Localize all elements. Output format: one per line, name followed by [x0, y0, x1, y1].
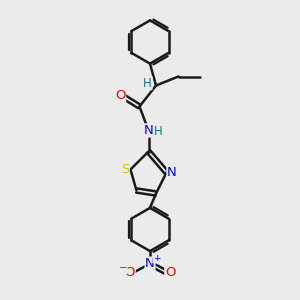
Text: O: O	[125, 266, 135, 279]
Text: H: H	[154, 125, 163, 139]
Text: O: O	[115, 89, 126, 102]
Text: +: +	[153, 254, 160, 263]
Text: N: N	[167, 166, 177, 179]
Text: S: S	[121, 163, 129, 176]
Text: H: H	[143, 76, 152, 90]
Text: O: O	[165, 266, 175, 279]
Text: N: N	[145, 257, 155, 270]
Text: −: −	[118, 263, 127, 274]
Text: N: N	[144, 124, 153, 137]
